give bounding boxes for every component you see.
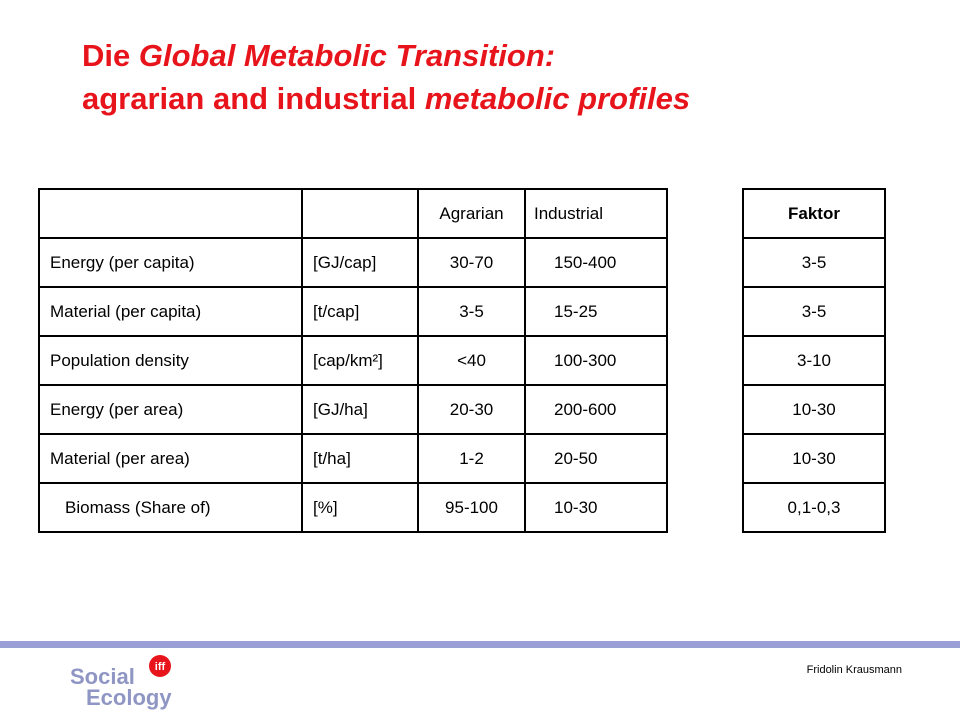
title-line-1-part-a: Die bbox=[82, 38, 139, 73]
row-industrial-value: 100-300 bbox=[524, 335, 668, 386]
row-unit: [cap/km²] bbox=[301, 335, 419, 386]
faktor-value: 10-30 bbox=[742, 433, 886, 484]
row-industrial-value: 10-30 bbox=[524, 482, 668, 533]
row-unit: [t/ha] bbox=[301, 433, 419, 484]
row-label: Biomass (Share of) bbox=[38, 482, 303, 533]
row-agrarian-value: 30-70 bbox=[417, 237, 526, 288]
header-cell-agrarian: Agrarian bbox=[417, 188, 526, 239]
faktor-row: 3-5 bbox=[742, 237, 886, 288]
faktor-header: Faktor bbox=[742, 188, 886, 239]
metabolic-profile-table: Agrarian Industrial Energy (per capita) … bbox=[38, 188, 668, 533]
faktor-header-row: Faktor bbox=[742, 188, 886, 239]
logo-word-social: Social bbox=[70, 664, 135, 689]
row-agrarian-value: 20-30 bbox=[417, 384, 526, 435]
faktor-row: 10-30 bbox=[742, 433, 886, 484]
logo-badge-text: iff bbox=[155, 661, 166, 673]
footer-divider bbox=[0, 641, 960, 648]
table-row: Energy (per area) [GJ/ha] 20-30 200-600 bbox=[38, 384, 668, 435]
row-label: Material (per capita) bbox=[38, 286, 303, 337]
faktor-value: 3-10 bbox=[742, 335, 886, 386]
table-header-row: Agrarian Industrial bbox=[38, 188, 668, 239]
row-unit: [GJ/ha] bbox=[301, 384, 419, 435]
table-row: Population density [cap/km²] <40 100-300 bbox=[38, 335, 668, 386]
faktor-value: 10-30 bbox=[742, 384, 886, 435]
header-cell-unit bbox=[301, 188, 419, 239]
row-agrarian-value: <40 bbox=[417, 335, 526, 386]
faktor-value: 3-5 bbox=[742, 286, 886, 337]
table-row: Material (per area) [t/ha] 1-2 20-50 bbox=[38, 433, 668, 484]
table-row: Biomass (Share of) [%] 95-100 10-30 bbox=[38, 482, 668, 533]
row-label: Energy (per capita) bbox=[38, 237, 303, 288]
author-name: Fridolin Krausmann bbox=[806, 664, 902, 676]
title-line-2-part-b: metabolic profiles bbox=[424, 81, 691, 116]
row-agrarian-value: 1-2 bbox=[417, 433, 526, 484]
row-industrial-value: 20-50 bbox=[524, 433, 668, 484]
logo-badge-circle bbox=[149, 655, 171, 677]
row-unit: [GJ/cap] bbox=[301, 237, 419, 288]
faktor-row: 10-30 bbox=[742, 384, 886, 435]
row-unit: [%] bbox=[301, 482, 419, 533]
faktor-row: 0,1-0,3 bbox=[742, 482, 886, 533]
table-row: Material (per capita) [t/cap] 3-5 15-25 bbox=[38, 286, 668, 337]
header-cell-industrial: Industrial bbox=[524, 188, 668, 239]
faktor-row: 3-5 bbox=[742, 286, 886, 337]
row-agrarian-value: 3-5 bbox=[417, 286, 526, 337]
faktor-value: 3-5 bbox=[742, 237, 886, 288]
page-title: Die Global Metabolic Transition: agraria… bbox=[82, 34, 942, 120]
table-row: Energy (per capita) [GJ/cap] 30-70 150-4… bbox=[38, 237, 668, 288]
title-line-1-part-b: Global Metabolic Transition: bbox=[138, 38, 556, 73]
row-industrial-value: 15-25 bbox=[524, 286, 668, 337]
row-label: Population density bbox=[38, 335, 303, 386]
faktor-value: 0,1-0,3 bbox=[742, 482, 886, 533]
title-line-2-part-a: agrarian and industrial bbox=[82, 81, 425, 116]
header-cell-empty bbox=[38, 188, 303, 239]
row-industrial-value: 200-600 bbox=[524, 384, 668, 435]
faktor-row: 3-10 bbox=[742, 335, 886, 386]
social-ecology-logo: iff Social Ecology bbox=[70, 655, 172, 710]
row-label: Material (per area) bbox=[38, 433, 303, 484]
row-unit: [t/cap] bbox=[301, 286, 419, 337]
row-agrarian-value: 95-100 bbox=[417, 482, 526, 533]
row-label: Energy (per area) bbox=[38, 384, 303, 435]
title-line-1: Die Global Metabolic Transition: bbox=[82, 34, 942, 77]
logo-word-ecology: Ecology bbox=[86, 685, 172, 710]
faktor-table: Faktor 3-5 3-5 3-10 10-30 10-30 0,1-0,3 bbox=[742, 188, 886, 533]
title-line-2: agrarian and industrial metabolic profil… bbox=[82, 77, 942, 120]
row-industrial-value: 150-400 bbox=[524, 237, 668, 288]
